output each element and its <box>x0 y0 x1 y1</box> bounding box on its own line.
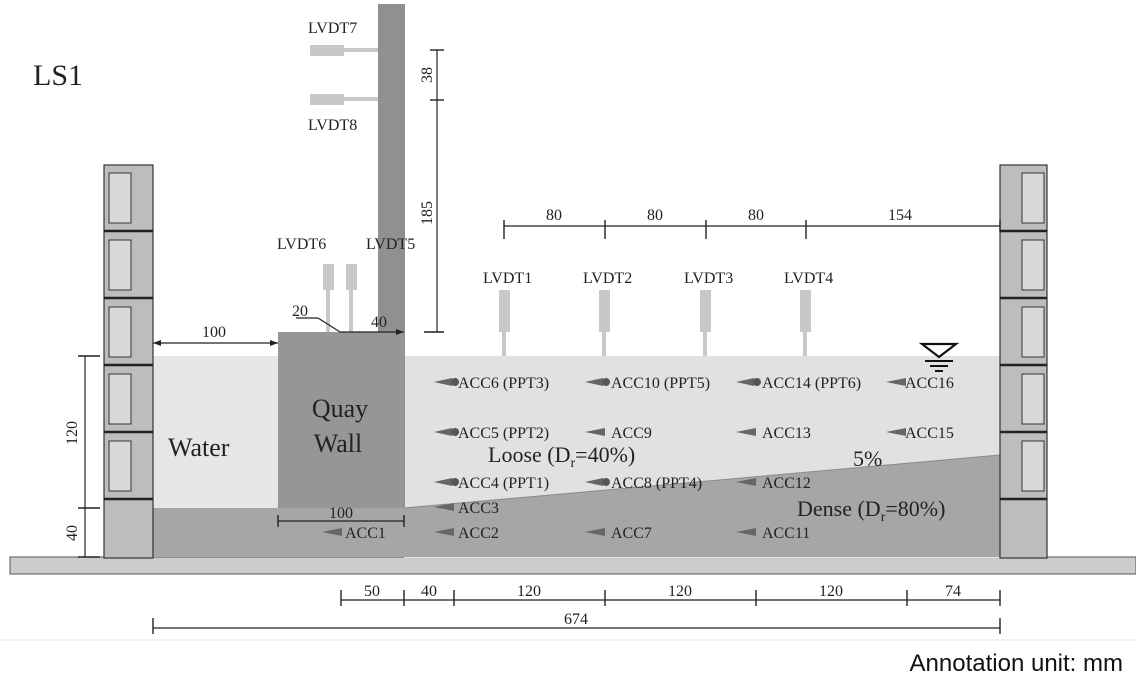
acc7-label: ACC7 <box>611 525 652 542</box>
dim-water-100: 100 <box>202 324 226 341</box>
acc2-label: ACC2 <box>458 525 499 542</box>
dim-bottom-74: 74 <box>945 583 961 600</box>
wall-top-dimension <box>296 317 404 335</box>
acc10-label: ACC10 (PPT5) <box>611 375 710 392</box>
water-region <box>153 356 278 508</box>
acc8-icon <box>585 478 610 486</box>
acc3-label: ACC3 <box>458 500 499 517</box>
acc11-icon <box>736 528 756 536</box>
wall-base-dimension <box>277 515 405 527</box>
dense-layer-label: Dense (Dr=80%) <box>797 496 945 525</box>
acc13-label: ACC13 <box>762 425 811 442</box>
dim-left-120: 120 <box>64 421 81 445</box>
lvdt6-label: LVDT6 <box>277 236 326 253</box>
lvdt8-sensor <box>310 94 378 105</box>
overall-width-dimension <box>152 618 1001 634</box>
dim-wall-20: 20 <box>292 303 308 320</box>
right-container-wall <box>999 164 1048 559</box>
acc12-icon <box>736 478 756 486</box>
acc6-icon <box>434 378 459 386</box>
acc16-icon <box>886 378 906 386</box>
lvdt2-label: LVDT2 <box>583 270 632 287</box>
lvdt8-label: LVDT8 <box>308 117 357 134</box>
water-label: Water <box>168 433 230 462</box>
dim-top-80-a: 80 <box>546 207 562 224</box>
dim-top-80-b: 80 <box>647 207 663 224</box>
dim-wall-base-100: 100 <box>329 505 353 522</box>
quay-wall-label-line1: Quay <box>312 394 368 423</box>
acc9-icon <box>585 428 605 436</box>
acc9-label: ACC9 <box>611 425 652 442</box>
acc6-label: ACC6 (PPT3) <box>458 375 549 392</box>
water-width-dimension <box>153 340 278 346</box>
annotation-unit-note: Annotation unit: mm <box>910 650 1123 677</box>
acc1-icon <box>322 528 342 536</box>
dense-sand-layer <box>153 455 1000 557</box>
mast-dimension-line <box>424 49 444 333</box>
acc2-icon <box>434 528 454 536</box>
lvdt4-sensor <box>800 290 811 356</box>
quay-wall-label-line2: Wall <box>314 429 362 458</box>
dim-bottom-50: 50 <box>364 583 380 600</box>
dim-top-154: 154 <box>888 207 912 224</box>
lvdt4-label: LVDT4 <box>784 270 833 287</box>
dim-mast-185: 185 <box>419 201 436 225</box>
acc4-label: ACC4 (PPT1) <box>458 475 549 492</box>
acc5-label: ACC5 (PPT2) <box>458 425 549 442</box>
slope-label: 5% <box>853 446 882 471</box>
acc7-icon <box>585 528 605 536</box>
acc12-label: ACC12 <box>762 475 811 492</box>
acc15-label: ACC15 <box>905 425 954 442</box>
acc16-label: ACC16 <box>905 375 954 392</box>
dim-bottom-120-a: 120 <box>517 583 541 600</box>
lvdt3-sensor <box>700 290 711 356</box>
title-label: LS1 <box>33 59 83 92</box>
acc15-icon <box>886 428 906 436</box>
dim-wall-40: 40 <box>371 314 387 331</box>
acc1-label: ACC1 <box>345 525 386 542</box>
quay-wall <box>278 332 404 508</box>
lvdt5-sensor <box>346 264 357 332</box>
dim-bottom-120-b: 120 <box>668 583 692 600</box>
dim-bottom-674: 674 <box>564 611 588 628</box>
acc8-label: ACC8 (PPT4) <box>611 475 702 492</box>
left-height-dimension <box>78 355 100 558</box>
left-container-wall <box>103 164 154 559</box>
acc4-icon <box>434 478 459 486</box>
base-plate <box>9 556 1136 575</box>
acc13-icon <box>736 428 756 436</box>
dim-bottom-40: 40 <box>421 583 437 600</box>
slope-line <box>403 454 1001 509</box>
acc5-icon <box>434 428 459 436</box>
lvdt5-label: LVDT5 <box>366 236 415 253</box>
lvdt3-label: LVDT3 <box>684 270 733 287</box>
bottom-segment-dimension <box>340 590 1001 606</box>
lvdt1-sensor <box>499 290 510 356</box>
acc11-label: ACC11 <box>762 525 810 542</box>
lvdt7-label: LVDT7 <box>308 20 357 37</box>
dim-left-40: 40 <box>64 525 81 541</box>
acc14-label: ACC14 (PPT6) <box>762 375 861 392</box>
lvdt6-sensor <box>323 264 334 332</box>
dim-mast-38: 38 <box>419 67 436 83</box>
lvdt1-label: LVDT1 <box>483 270 532 287</box>
lvdt2-sensor <box>599 290 610 356</box>
lvdt7-sensor <box>310 45 378 56</box>
dim-bottom-120-c: 120 <box>819 583 843 600</box>
loose-layer-label: Loose (Dr=40%) <box>488 442 635 471</box>
water-table-icon <box>918 342 960 372</box>
acc3-icon <box>434 503 454 511</box>
dim-top-80-c: 80 <box>748 207 764 224</box>
acc10-icon <box>585 378 610 386</box>
top-dimension-line <box>503 220 1001 239</box>
acc14-icon <box>736 378 761 386</box>
